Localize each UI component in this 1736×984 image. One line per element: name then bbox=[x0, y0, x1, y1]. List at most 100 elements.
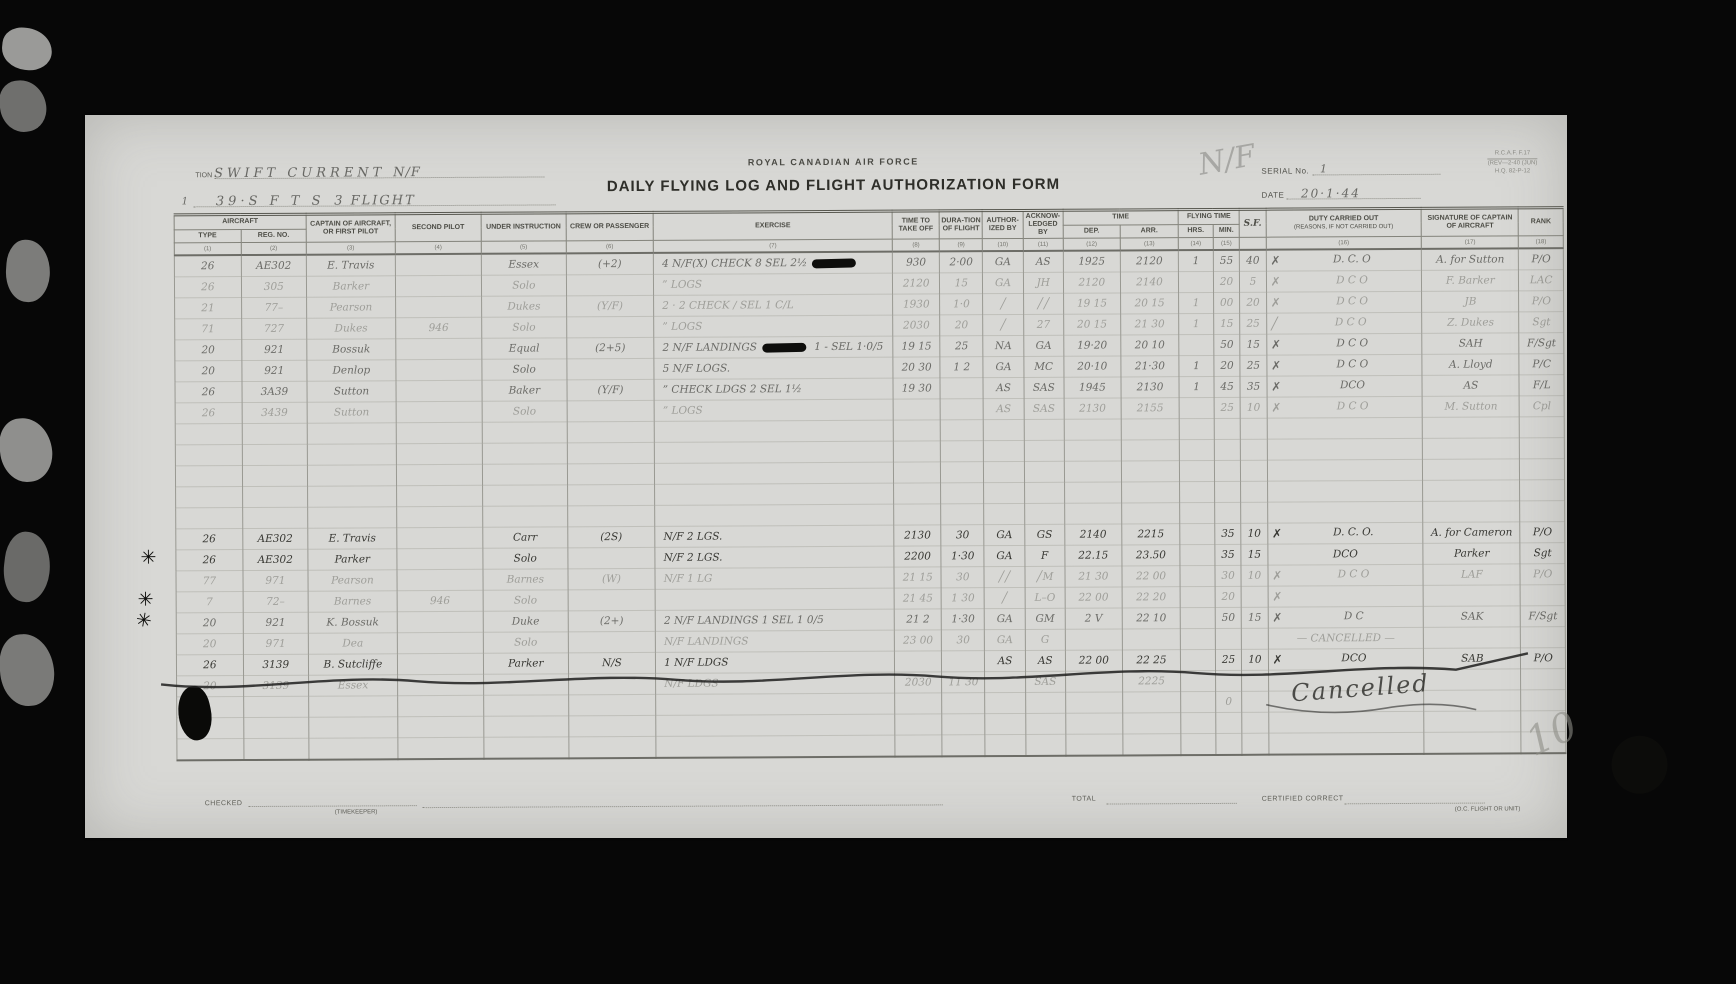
col-acknowledged-by: ACKNOW-LEDGED BY bbox=[1022, 210, 1064, 239]
cell-dy: ✗ D. C. O. bbox=[1267, 522, 1424, 545]
cell-a: AS bbox=[984, 650, 1026, 672]
cell-u bbox=[483, 736, 569, 759]
cell-f bbox=[1242, 733, 1269, 755]
station-label: TION bbox=[195, 172, 213, 180]
cell-m: 35 bbox=[1214, 523, 1242, 545]
cell-dy: ✗ bbox=[1267, 585, 1424, 608]
cell-c bbox=[308, 716, 398, 739]
cell-s bbox=[396, 548, 483, 570]
cell-dp bbox=[1065, 733, 1123, 756]
cell-t: 26 bbox=[176, 654, 244, 676]
cell-a bbox=[983, 482, 1025, 504]
cell-ar bbox=[1122, 691, 1181, 713]
cell-m: 50 bbox=[1215, 607, 1242, 629]
col-dep: DEP. bbox=[1063, 224, 1121, 239]
cell-w: (+2) bbox=[565, 252, 654, 275]
cell-f: 25 bbox=[1239, 313, 1267, 335]
cell-a: AS bbox=[983, 377, 1024, 399]
unit-field: 39·S F T S bbox=[215, 193, 325, 210]
cell-t bbox=[175, 423, 242, 445]
cell-w: (Y/F) bbox=[566, 295, 654, 317]
cell-tt: 930 bbox=[892, 251, 940, 274]
cell-m: 45 bbox=[1213, 376, 1241, 398]
cell-w bbox=[566, 316, 654, 338]
cell-u: Baker bbox=[481, 379, 567, 402]
cell-f bbox=[1240, 439, 1268, 461]
column-number: (14) bbox=[1178, 237, 1214, 251]
cell-w: (2+) bbox=[567, 610, 656, 632]
cell-e: ” LOGS bbox=[654, 399, 894, 422]
cell-g bbox=[1422, 416, 1520, 439]
film-strip-mark bbox=[0, 415, 55, 485]
cell-d: 1·0 bbox=[939, 293, 984, 315]
checked-label: CHECKED bbox=[204, 800, 243, 808]
cell-k: MC bbox=[1023, 356, 1064, 378]
cell-h bbox=[1178, 334, 1214, 356]
cell-g: SAK bbox=[1423, 605, 1521, 628]
cell-m: 20 bbox=[1214, 586, 1242, 608]
cell-r: 921 bbox=[242, 612, 309, 634]
cell-g bbox=[1422, 458, 1520, 481]
cell-a: NA bbox=[983, 335, 1024, 357]
cell-tt bbox=[894, 713, 943, 736]
cell-e: ” LOGS bbox=[653, 315, 893, 338]
cell-k: ╱╱ bbox=[1023, 293, 1064, 315]
cell-d: 11 30 bbox=[941, 671, 985, 693]
cell-a: ╱ bbox=[983, 314, 1024, 336]
cell-w bbox=[567, 631, 656, 653]
col-crew: CREW OR PASSENGER bbox=[565, 212, 654, 241]
cell-a: GA bbox=[984, 524, 1025, 546]
cell-tt: 19 15 bbox=[892, 335, 941, 358]
cell-t: 26 bbox=[174, 276, 242, 298]
cell-s bbox=[397, 632, 484, 654]
cell-h: 1 bbox=[1178, 313, 1214, 335]
cell-u bbox=[483, 673, 569, 696]
cell-a bbox=[983, 461, 1025, 483]
cell-c: Essex bbox=[308, 674, 398, 697]
cell-f bbox=[1241, 628, 1269, 650]
cell-g: A. Lloyd bbox=[1422, 353, 1520, 376]
cell-g bbox=[1422, 500, 1521, 523]
column-number: (13) bbox=[1120, 237, 1179, 251]
cell-h bbox=[1180, 607, 1216, 629]
cell-rk: P/O bbox=[1520, 521, 1565, 543]
cell-c: E. Travis bbox=[307, 527, 397, 550]
cell-r: 971 bbox=[242, 633, 309, 655]
cell-t bbox=[175, 465, 243, 487]
cell-t: 21 bbox=[174, 297, 242, 319]
cell-c: Barker bbox=[306, 275, 396, 298]
cell-f: 25 bbox=[1240, 355, 1267, 377]
cell-rk: Cpl bbox=[1519, 395, 1565, 417]
cell-r bbox=[241, 444, 308, 466]
cell-e bbox=[654, 483, 894, 506]
check-mark: ✗ bbox=[1272, 652, 1283, 667]
cell-dp bbox=[1065, 628, 1123, 651]
cell-t: 20 bbox=[174, 360, 242, 382]
cell-c: Barnes bbox=[308, 590, 398, 613]
cell-k: GA bbox=[1023, 335, 1064, 357]
cell-c: Sutton bbox=[306, 380, 396, 403]
cell-s bbox=[396, 422, 483, 444]
cell-g: JB bbox=[1421, 290, 1520, 313]
cell-w bbox=[567, 547, 656, 569]
cell-dp: 22 00 bbox=[1065, 649, 1123, 672]
cell-dp: 2140 bbox=[1064, 523, 1122, 546]
cell-rk bbox=[1520, 626, 1566, 648]
cell-e: ” LOGS bbox=[653, 273, 893, 296]
cell-r: 3139 bbox=[243, 675, 309, 697]
cell-dp: 21 30 bbox=[1064, 565, 1122, 588]
cell-e bbox=[656, 735, 896, 758]
cell-k bbox=[1025, 734, 1066, 756]
cell-u: Dukes bbox=[481, 295, 567, 318]
column-number: (1) bbox=[174, 242, 242, 256]
cell-c bbox=[307, 464, 397, 487]
cell-k: ╱M bbox=[1024, 566, 1065, 588]
cell-a bbox=[984, 503, 1025, 525]
cell-tt: 20 30 bbox=[892, 356, 941, 379]
certified-correct-label: CERTIFIED CORRECT bbox=[1261, 795, 1344, 803]
cell-m bbox=[1214, 481, 1241, 503]
cell-tt: 23 00 bbox=[894, 629, 942, 652]
cell-r: 305 bbox=[241, 276, 307, 298]
cell-e: N/F 2 LGS. bbox=[655, 546, 895, 569]
